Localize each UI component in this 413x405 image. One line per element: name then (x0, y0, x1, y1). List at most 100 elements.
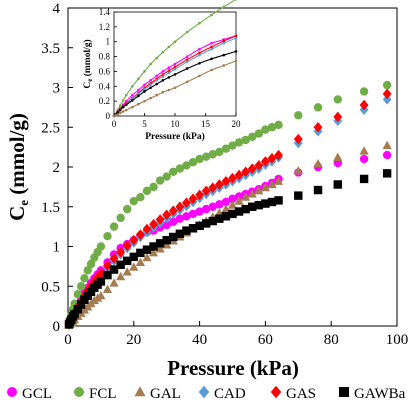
inset-gcl-point (161, 70, 165, 73)
gas-point (293, 133, 303, 145)
gawba-point (228, 209, 237, 219)
legend-item-gawba: GAWBa (339, 386, 406, 402)
gas-point (188, 193, 198, 205)
gawba-point (129, 252, 138, 262)
gal-point (116, 271, 126, 281)
x-tick-label: 100 (386, 332, 409, 348)
legend-label-gawba: GAWBa (354, 386, 406, 402)
legend-marker-cad (198, 385, 210, 399)
inset-gal-point (173, 86, 177, 90)
inset-gawba-point (161, 79, 165, 82)
gcl-point (188, 209, 198, 219)
inset-cad-point (173, 67, 177, 71)
inset-gas-point (210, 45, 213, 49)
inset-y-tick-label: 0.2 (99, 96, 110, 106)
inset-y-tick-label: 0 (106, 111, 111, 121)
gawba-point (142, 245, 152, 254)
inset-cad-point (143, 87, 146, 91)
fcl-point (169, 167, 178, 176)
inset-x-tick-label: 20 (232, 119, 242, 129)
gal-point (129, 262, 139, 271)
gawba-point (73, 305, 83, 314)
fcl-point (76, 282, 86, 291)
inset-cad-point (149, 83, 152, 87)
inset-chart: 0 5 10 15 20 0 0.2 0.4 0.6 0.8 1 1.2 1.4 Pressure (k… (82, 0, 241, 142)
gawba-point (234, 207, 244, 216)
gawba-point (182, 226, 191, 235)
inset-gcl-point (173, 62, 177, 66)
gcl-point (359, 154, 369, 164)
legend-label-fcl: FCL (89, 386, 117, 402)
inset-gal-point (198, 74, 201, 78)
inset-fcl-point (167, 45, 171, 49)
inset-gas-point (173, 65, 177, 69)
inset-gas-point (161, 73, 165, 76)
gal-point (260, 182, 271, 192)
gawba-point (149, 242, 158, 251)
gawba-point (123, 256, 132, 266)
fcl-point (182, 161, 191, 170)
gas-point (182, 197, 191, 209)
fcl-point (221, 144, 231, 153)
inset-gas-point (185, 58, 189, 61)
inset-y-axis-title-unit: (mmol/g) (82, 39, 93, 78)
gawba-point (188, 224, 198, 233)
inset-gawba-point (198, 61, 201, 65)
gas-point (96, 268, 106, 279)
gas-point (135, 229, 145, 240)
gas-point (214, 179, 224, 190)
y-tick-label: 3 (53, 81, 61, 97)
inset-gal-point (155, 93, 158, 97)
inset-cad-point (222, 41, 226, 45)
legend-marker-gal (134, 386, 146, 397)
inset-gcl-point (185, 55, 189, 58)
y-tick-label: 1 (53, 240, 61, 256)
inset-gal-point (185, 80, 189, 84)
legend-label-gcl: GCL (22, 386, 52, 402)
gas-point (228, 172, 237, 184)
gas-point (168, 205, 178, 216)
gas-point (103, 260, 112, 271)
inset-fcl-point (155, 56, 158, 60)
gal-point (102, 284, 113, 293)
fcl-point (149, 182, 158, 192)
inset-cad-point (167, 71, 171, 75)
gas-point (359, 99, 369, 111)
inset-series-gal (112, 59, 238, 118)
inset-gal-point (143, 99, 146, 103)
inset-x-tick-label: 15 (201, 119, 211, 129)
gcl-point (175, 214, 185, 223)
gawba-point (76, 300, 86, 309)
inset-y-tick-label: 0.4 (99, 81, 111, 91)
fcl-point (142, 186, 152, 196)
inset-gawba-point (173, 73, 177, 76)
inset-gawba-point (234, 50, 238, 53)
fcl-point (96, 242, 106, 251)
fcl-point (234, 138, 244, 147)
inset-gawba-point (149, 86, 152, 90)
gas-point (116, 246, 126, 258)
inset-gcl-point (210, 41, 213, 45)
inset-cad-point (210, 47, 213, 51)
inset-gcl-point (149, 79, 152, 82)
fcl-point (123, 204, 132, 214)
gas-point (221, 176, 231, 187)
fcl-point (241, 135, 250, 145)
inset-gas-point (234, 34, 238, 38)
inset-y-tick-label: 0.6 (99, 66, 111, 76)
fcl-point (201, 152, 211, 161)
fcl-point (175, 164, 185, 173)
legend: GCL FCL GAL CAD GAS GAWBa (7, 385, 406, 402)
gas-point (195, 189, 205, 201)
gal-point (122, 267, 132, 276)
legend-label-gas: GAS (286, 386, 316, 402)
gawba-point (136, 248, 145, 258)
x-tick-label: 60 (258, 332, 273, 348)
legend-item-gas: GAS (270, 385, 316, 402)
gas-point (122, 240, 132, 251)
inset-fcl-point (118, 104, 122, 107)
y-tick-label: 0.5 (41, 279, 60, 295)
gal-point (96, 290, 106, 300)
inset-gcl-point (155, 74, 158, 78)
inset-gcl-point (137, 88, 140, 92)
